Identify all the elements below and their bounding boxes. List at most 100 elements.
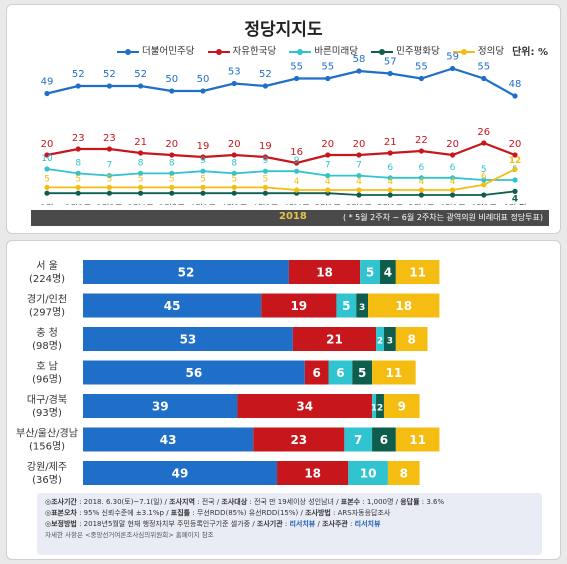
legend-label: 더불어민주당	[142, 46, 195, 57]
bar-segment	[83, 293, 262, 318]
category-label: 대구/경북	[27, 393, 67, 406]
data-label: 55	[415, 62, 428, 73]
data-point	[231, 184, 237, 190]
legend-item-jayu: 자유한국당	[207, 43, 276, 57]
survey-info-text: :	[347, 520, 355, 528]
data-point	[106, 146, 112, 152]
survey-info-text: : 95% 신뢰수준에 ±3.1%p /	[76, 509, 171, 517]
data-label: 19	[197, 141, 210, 152]
data-label: 4	[419, 177, 425, 187]
bar-label: 3	[387, 337, 393, 347]
bar-segment	[83, 427, 254, 452]
data-point	[262, 154, 268, 160]
bar-segment	[387, 461, 420, 485]
data-point	[512, 166, 518, 172]
bar-label: 6	[336, 366, 344, 380]
data-point	[262, 190, 268, 196]
bar-segment	[383, 394, 420, 418]
data-point	[512, 93, 518, 99]
data-point	[418, 175, 424, 181]
legend-item-minju: 더불어민주당	[117, 43, 194, 57]
data-label: 57	[384, 57, 397, 68]
data-point	[200, 168, 206, 174]
bar-label: 8	[408, 333, 416, 347]
data-label: 5	[138, 174, 144, 184]
data-point	[231, 80, 237, 87]
data-label: 20	[446, 139, 459, 150]
data-label: 16	[290, 147, 303, 158]
data-point	[450, 175, 456, 181]
data-point	[262, 83, 268, 89]
legend-item-jeongui: 정의당	[452, 43, 504, 57]
survey-info-text: ◎보정방법	[45, 520, 77, 528]
x-tick-label: 4월2주	[221, 203, 248, 205]
data-point	[138, 170, 144, 176]
bar-label: 34	[296, 400, 313, 414]
bar-label: 4	[384, 266, 392, 280]
data-label: 55	[321, 62, 334, 73]
data-point	[325, 187, 331, 193]
bar-segment	[380, 260, 396, 284]
data-point	[200, 190, 206, 196]
data-label: 9	[200, 156, 206, 166]
survey-info-text: 표집틀	[170, 509, 191, 517]
bar-segment	[395, 327, 428, 351]
data-label: 52	[259, 69, 272, 80]
data-label: 4	[294, 177, 300, 187]
bar-segment	[344, 427, 373, 452]
bar-label: 18	[304, 467, 321, 481]
survey-info-text: 리서치뷰	[289, 520, 316, 528]
survey-info: ◎조사기간 : 2018. 6.30(토)~7.1(일) / 조사지역 : 전국…	[37, 493, 542, 555]
data-point	[481, 140, 487, 146]
bar-label: 5	[358, 366, 366, 380]
data-point	[356, 187, 362, 193]
data-point	[481, 177, 487, 183]
survey-info-note: 자세한 사항은 <중앙선거여론조사심의위원회> 홈페이지 참조	[45, 531, 214, 539]
data-point	[450, 187, 456, 193]
bar-segment	[356, 293, 369, 318]
survey-info-text: : 2018. 6.30(토)~7.1(일) /	[76, 498, 170, 506]
legend-label: 바른미래당	[314, 46, 359, 57]
survey-info-text: : 1,000명 /	[360, 498, 401, 506]
data-label: 55	[290, 62, 303, 73]
data-label: 52	[134, 69, 147, 80]
data-point	[138, 184, 144, 190]
bar-segment	[237, 394, 373, 418]
data-label: 52	[103, 69, 116, 80]
data-point	[138, 150, 144, 156]
survey-info-line: ◎조사기간 : 2018. 6.30(토)~7.1(일) / 조사지역 : 전국…	[45, 497, 534, 508]
bar-label: 6	[312, 366, 320, 380]
data-point	[106, 173, 112, 179]
data-point	[387, 192, 393, 198]
data-point	[387, 70, 393, 77]
bar-label: 8	[400, 467, 408, 481]
bar-segment	[288, 260, 361, 284]
bar-label: 56	[186, 366, 203, 380]
bar-segment	[83, 394, 238, 418]
category-label: 충 청	[36, 327, 58, 339]
data-point	[418, 75, 424, 82]
data-point	[44, 90, 50, 97]
year-bar: 2018 ( * 5월 2주차 ~ 6월 2주차는 광역의원 비례대표 정당투표…	[31, 210, 549, 226]
survey-info-text: : 전국 만 19세이상 성인남녀 /	[247, 498, 341, 506]
data-label: 7	[107, 161, 113, 171]
data-label: 12	[509, 156, 522, 166]
legend-swatch-icon	[289, 48, 312, 56]
bar-segment	[372, 394, 377, 418]
bar-label: 2	[377, 337, 383, 347]
x-tick-label: 3월2주	[65, 203, 92, 205]
data-point	[75, 170, 81, 176]
data-point	[512, 152, 518, 158]
data-label: 20	[321, 139, 334, 150]
bar-label: 52	[178, 266, 195, 280]
bar-label: 1	[371, 404, 377, 414]
bar-segment	[360, 260, 380, 284]
data-label: 20	[509, 139, 522, 150]
legend-item-bareun: 바른미래당	[289, 43, 358, 57]
data-label: 48	[509, 79, 522, 90]
data-point	[106, 184, 112, 190]
survey-info-line: ◎보정방법 : 2018년5월말 현재 행정자치부 주민등록인구기준 셀가중 /…	[45, 519, 534, 530]
survey-info-text: 응답률	[400, 498, 420, 506]
